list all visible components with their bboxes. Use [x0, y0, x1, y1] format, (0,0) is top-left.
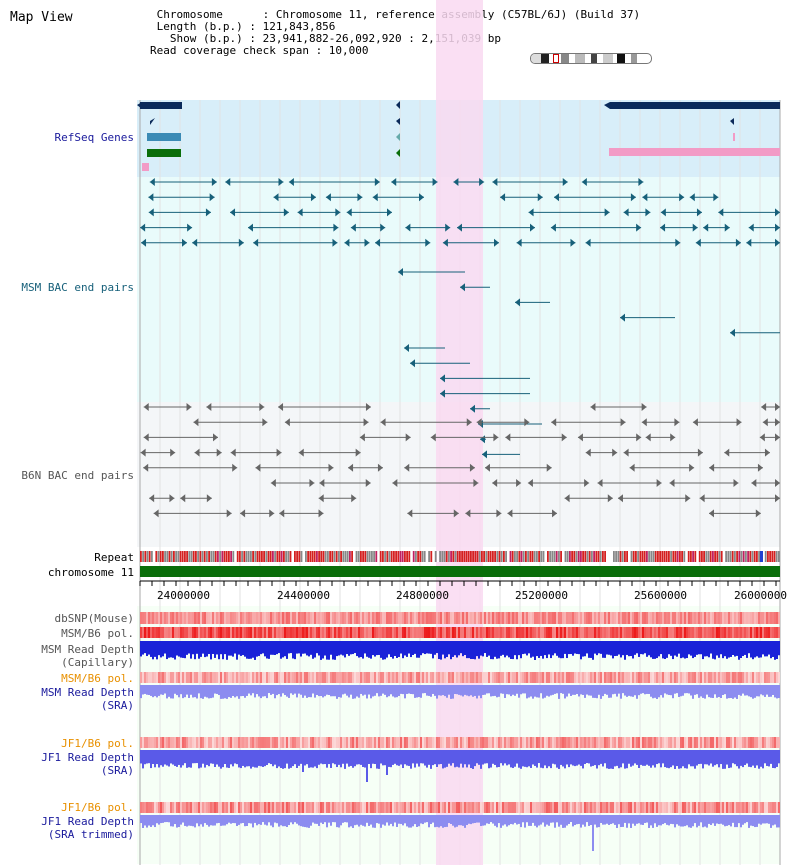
refseq-genes[interactable] [137, 101, 780, 171]
polymorphism-tracks[interactable] [140, 612, 780, 813]
label-jf1-depth-sra-2: (SRA) [100, 764, 134, 777]
label-msm-pol-2: MSM/B6 pol. [61, 672, 134, 685]
ruler-tick-label: 24800000 [396, 589, 449, 602]
label-jf1-depth-trim-1: JF1 Read Depth [41, 815, 134, 828]
label-jf1-depth-sra-1: JF1 Read Depth [41, 751, 134, 764]
chromosome-bar[interactable] [140, 566, 780, 577]
page-title: Map View [10, 10, 73, 25]
position-ruler [139, 580, 780, 586]
read-depth-tracks[interactable] [140, 641, 780, 851]
ruler-tick-label: 25200000 [515, 589, 568, 602]
info-line-length: Length (b.p.) : 121,843,856 [150, 20, 336, 33]
ruler-tick-label: 25600000 [634, 589, 687, 602]
label-jf1-pol-2: JF1/B6 pol. [61, 801, 134, 814]
info-line-coverage: Read coverage check span : 10,000 [150, 44, 369, 57]
label-refseq-genes: RefSeq Genes [54, 131, 134, 144]
msm-bac-pairs[interactable] [140, 178, 780, 459]
ruler-tick-label: 26000000 [734, 589, 787, 602]
label-msm-depth-sra-1: MSM Read Depth [41, 686, 134, 699]
repeat-track[interactable] [140, 551, 780, 562]
label-jf1-pol: JF1/B6 pol. [61, 737, 134, 750]
label-msm-depth-cap-2: (Capillary) [61, 656, 134, 669]
b6n-bac-pairs[interactable] [140, 403, 780, 518]
ruler-tick-label: 24400000 [277, 589, 330, 602]
label-dbsnp: dbSNP(Mouse) [54, 612, 134, 625]
label-jf1-depth-trim-2: (SRA trimmed) [47, 828, 134, 841]
ruler-tick-label: 24000000 [157, 589, 210, 602]
label-chromosome: chromosome 11 [47, 566, 134, 579]
label-msm-pol: MSM/B6 pol. [61, 627, 134, 640]
chromosome-ideogram[interactable] [530, 53, 652, 64]
label-msm-depth-cap-1: MSM Read Depth [41, 643, 134, 656]
label-repeat: Repeat [94, 551, 134, 564]
label-msm-depth-sra-2: (SRA) [100, 699, 134, 712]
label-msm-bac: MSM BAC end pairs [21, 281, 134, 294]
label-b6n-bac: B6N BAC end pairs [21, 469, 134, 482]
chromosome-info: Chromosome : Chromosome 11, reference as… [150, 9, 640, 57]
